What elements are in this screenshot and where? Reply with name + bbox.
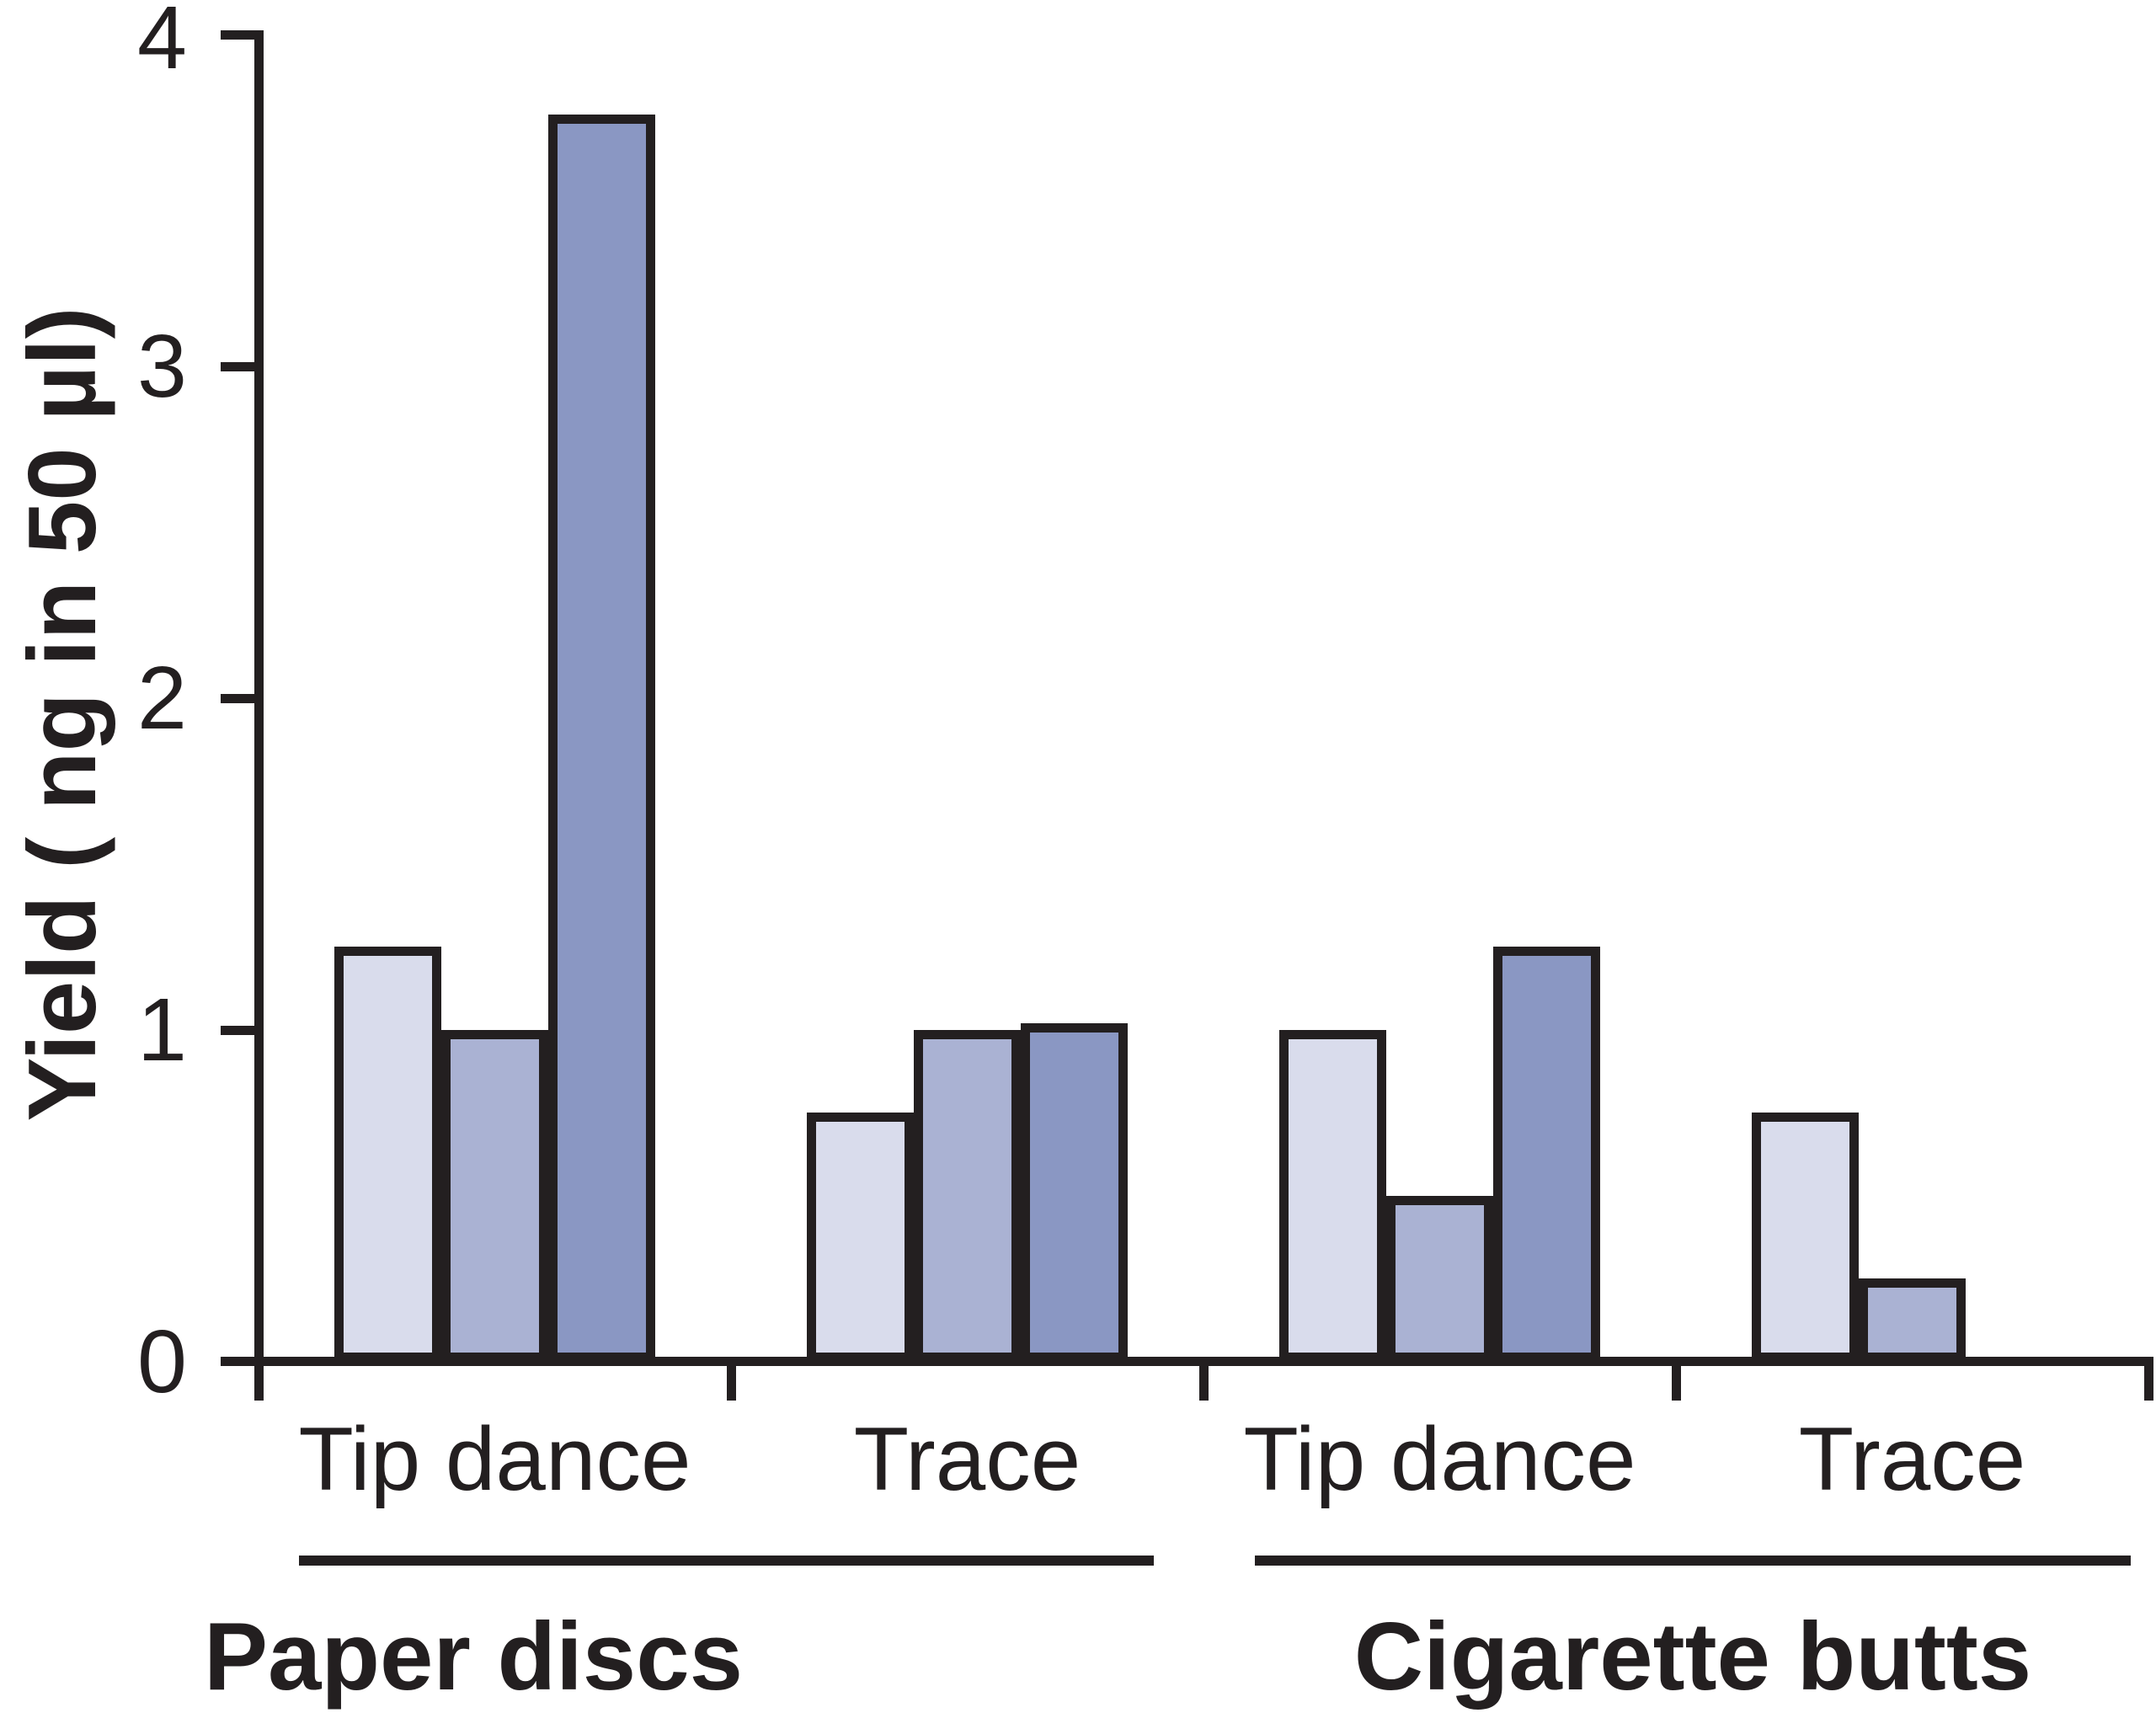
bar-paper-discs-trace-series1 bbox=[914, 1030, 1021, 1362]
y-tick-3 bbox=[221, 362, 264, 371]
group-underline-cigarette-butts bbox=[1255, 1556, 2131, 1566]
y-tick-label-1: 1 bbox=[137, 980, 187, 1080]
bar-cigarette-butts-tip-dance-series1 bbox=[1386, 1196, 1493, 1362]
y-tick-label-3: 3 bbox=[137, 317, 187, 416]
x-tick-3 bbox=[1672, 1357, 1681, 1401]
y-axis-title: Yield ( ng in 50 µl) bbox=[9, 307, 116, 1122]
bar-cigarette-butts-tip-dance-series0 bbox=[1279, 1030, 1386, 1362]
group-label-paper-discs: Paper discs bbox=[203, 1604, 744, 1710]
y-tick-4 bbox=[221, 30, 264, 40]
y-tick-1 bbox=[221, 1026, 264, 1035]
bar-paper-discs-tip-dance-series2 bbox=[548, 115, 655, 1362]
y-tick-label-4: 4 bbox=[137, 0, 187, 88]
x-category-label-cigarette-trace: Trace bbox=[1798, 1408, 2026, 1509]
bar-cigarette-butts-trace-series1 bbox=[1859, 1278, 1966, 1362]
x-tick-1 bbox=[727, 1357, 736, 1401]
y-tick-label-2: 2 bbox=[137, 648, 187, 748]
x-category-label-paper-tip-dance: Tip dance bbox=[298, 1408, 691, 1509]
x-tick-4 bbox=[2144, 1357, 2153, 1401]
x-category-label-cigarette-tip-dance: Tip dance bbox=[1243, 1408, 1636, 1509]
y-tick-label-0: 0 bbox=[137, 1312, 187, 1411]
x-tick-2 bbox=[1199, 1357, 1209, 1401]
x-category-label-paper-trace: Trace bbox=[853, 1408, 1081, 1509]
group-label-cigarette-butts: Cigarette butts bbox=[1353, 1604, 2032, 1710]
bar-paper-discs-trace-series0 bbox=[807, 1113, 914, 1362]
bar-cigarette-butts-trace-series0 bbox=[1752, 1113, 1859, 1362]
bar-cigarette-butts-tip-dance-series2 bbox=[1493, 947, 1600, 1362]
group-underline-paper-discs bbox=[299, 1556, 1154, 1566]
x-tick-0 bbox=[254, 1357, 264, 1401]
bar-paper-discs-tip-dance-series1 bbox=[441, 1030, 548, 1362]
bar-paper-discs-tip-dance-series0 bbox=[334, 947, 441, 1362]
y-tick-2 bbox=[221, 694, 264, 703]
y-axis-line bbox=[254, 30, 264, 1401]
bar-paper-discs-trace-series2 bbox=[1021, 1023, 1128, 1362]
x-axis-line bbox=[221, 1357, 2153, 1366]
